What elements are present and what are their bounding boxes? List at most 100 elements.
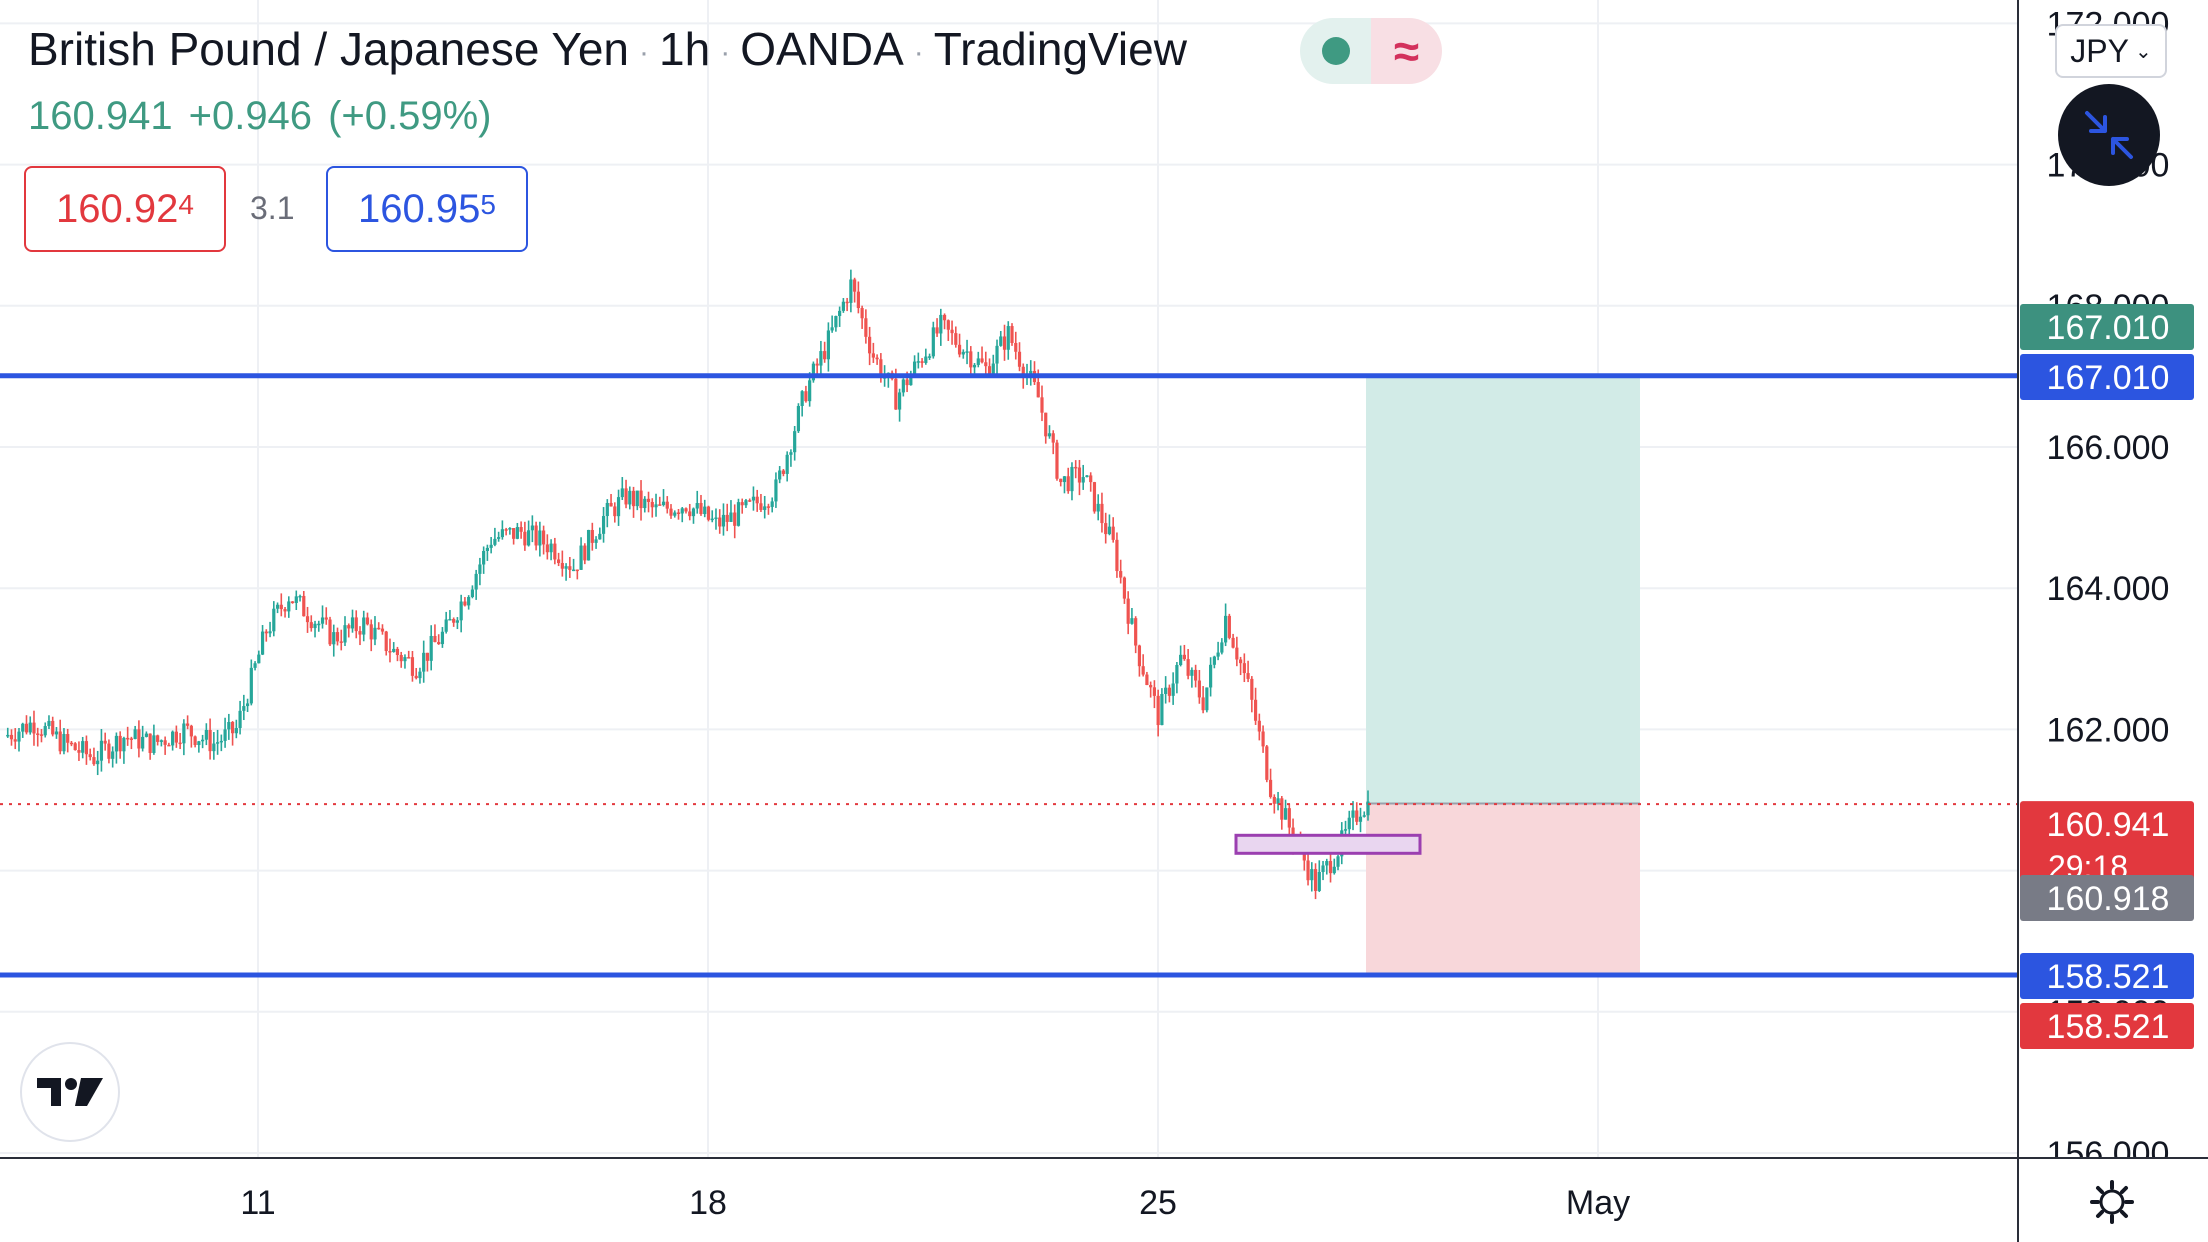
candle-body xyxy=(1265,746,1269,780)
candle-body xyxy=(834,315,838,328)
candle-body xyxy=(455,620,460,623)
candle-body xyxy=(1343,829,1348,831)
candle-body xyxy=(680,508,684,514)
symbol-header[interactable]: British Pound / Japanese Yen · 1h · OANDA · Tr… xyxy=(28,22,1187,76)
candle-body xyxy=(114,735,119,752)
candle-body xyxy=(186,723,190,726)
candle-body xyxy=(174,731,178,743)
position-tool[interactable] xyxy=(1366,375,1640,976)
separator: · xyxy=(913,35,924,69)
candle-body xyxy=(545,544,549,553)
chevron-down-icon: ⌄ xyxy=(2134,40,2152,63)
candle-body xyxy=(875,357,879,360)
candle-body xyxy=(665,501,669,509)
candle-body xyxy=(976,358,980,365)
candle-body xyxy=(1092,482,1097,512)
candle-body xyxy=(1074,466,1078,469)
candle-body xyxy=(440,631,445,645)
buy-button[interactable]: 160.95 5 xyxy=(326,166,528,252)
candle-body xyxy=(1212,656,1216,665)
candle-body xyxy=(369,624,373,640)
candle-body xyxy=(643,498,647,509)
candle-body xyxy=(28,722,32,733)
candle-body xyxy=(706,506,711,520)
sell-button[interactable]: 160.92 4 xyxy=(24,166,226,252)
candle-body xyxy=(924,356,928,363)
candle-body xyxy=(189,725,193,737)
tradingview-logo[interactable] xyxy=(20,1042,120,1142)
axis-price-label: 158.521 xyxy=(2020,953,2194,999)
candle-body xyxy=(470,589,475,598)
price-label-text: 158.521 xyxy=(2047,1008,2170,1046)
candle-body xyxy=(1040,397,1044,413)
candle-body xyxy=(605,502,609,517)
candle-body xyxy=(601,516,606,534)
candle-body xyxy=(1235,647,1239,660)
approx-icon: ≈ xyxy=(1393,25,1420,77)
candle-body xyxy=(212,743,216,752)
candle-body xyxy=(598,533,602,540)
candle-body xyxy=(1321,865,1325,873)
candle-body xyxy=(845,301,849,304)
candle-body xyxy=(17,731,21,742)
candle-body xyxy=(1062,476,1067,483)
candle-body xyxy=(796,405,801,432)
y-tick-label: 164.000 xyxy=(2047,570,2170,608)
candle-body xyxy=(332,632,336,645)
candle-body xyxy=(575,569,579,572)
candle-body xyxy=(313,623,317,629)
candle-body xyxy=(1268,779,1273,797)
candle-body xyxy=(309,622,313,629)
candle-body xyxy=(751,496,756,501)
currency-select[interactable]: JPY ⌄ xyxy=(2055,24,2167,78)
candle-body xyxy=(485,547,489,552)
candle-body xyxy=(156,735,160,742)
candle-body xyxy=(1242,663,1246,674)
candle-body xyxy=(1137,645,1142,667)
axis-corner xyxy=(2019,1159,2208,1242)
sell-pip: 4 xyxy=(178,189,194,220)
candle-body xyxy=(178,742,182,745)
candle-body xyxy=(504,529,508,531)
settings-gear-icon[interactable] xyxy=(2088,1178,2136,1226)
candle-body xyxy=(740,502,744,506)
chart-grid xyxy=(0,0,2018,1158)
candle-body xyxy=(699,503,703,515)
candle-body xyxy=(658,504,662,506)
candle-body xyxy=(1081,477,1085,483)
candle-body xyxy=(1186,659,1190,676)
candle-body xyxy=(744,500,748,506)
candle-body xyxy=(1059,478,1063,483)
candle-body xyxy=(620,488,624,498)
collapse-button[interactable] xyxy=(2058,84,2160,186)
candle-body xyxy=(830,327,834,331)
platform: TradingView xyxy=(933,23,1187,75)
candle-body xyxy=(628,490,632,505)
market-status-pill[interactable]: ≈ xyxy=(1300,18,1442,84)
candle-body xyxy=(111,751,115,759)
candle-body xyxy=(1096,503,1100,512)
candle-body xyxy=(452,619,456,623)
candle-body xyxy=(69,742,74,745)
candle-body xyxy=(163,740,167,745)
candle-body xyxy=(838,310,842,316)
price-label-bg xyxy=(2020,1003,2194,1049)
candle-body xyxy=(275,604,280,609)
candle-body xyxy=(1201,697,1205,711)
candle-body xyxy=(714,517,718,520)
candle-body xyxy=(36,733,40,735)
candle-body xyxy=(1104,523,1108,535)
candle-body xyxy=(987,366,992,376)
candle-body xyxy=(1036,382,1040,398)
candle-body xyxy=(631,490,636,507)
candle-body xyxy=(1152,687,1157,696)
candle-body xyxy=(148,733,152,753)
candle-body xyxy=(965,351,969,353)
candle-body xyxy=(897,392,902,410)
time-axis[interactable]: 11 18 25 May xyxy=(0,1157,2208,1242)
candle-body xyxy=(927,356,932,358)
candle-body xyxy=(24,723,29,733)
price-axis[interactable]: 172.000170.000168.000166.000164.000162.0… xyxy=(2017,0,2194,1242)
candle-body xyxy=(736,502,741,526)
